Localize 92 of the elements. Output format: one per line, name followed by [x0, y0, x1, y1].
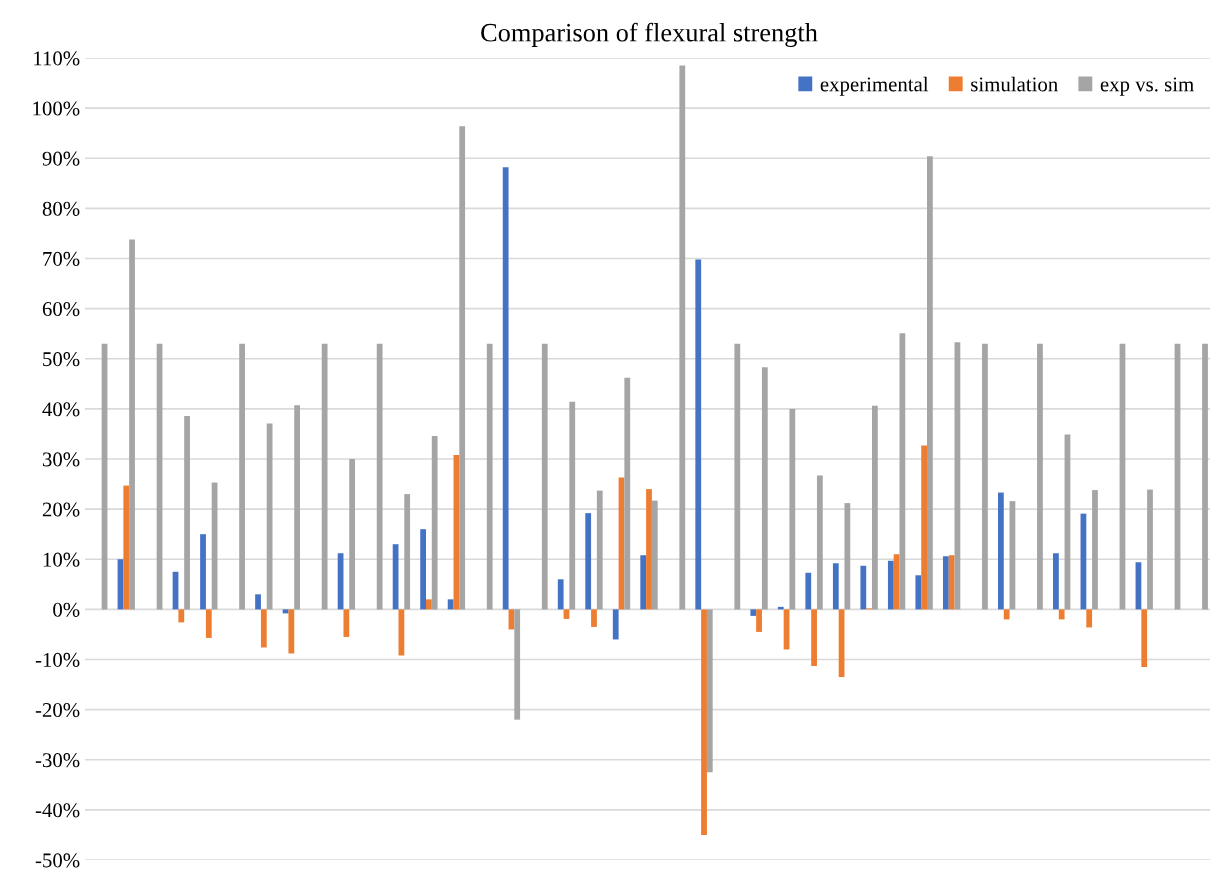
bar [915, 575, 922, 610]
bar [706, 609, 713, 773]
bar [1058, 609, 1065, 620]
chart-title: Comparison of flexural strength [481, 22, 818, 48]
bar [1086, 609, 1093, 628]
bar [997, 492, 1004, 610]
bar [1141, 609, 1148, 668]
bar [844, 503, 851, 610]
bar [887, 560, 894, 610]
bar [921, 445, 928, 610]
bar [811, 609, 817, 667]
bar [651, 500, 658, 610]
bar [701, 609, 707, 835]
bar [123, 485, 130, 610]
bar [129, 239, 135, 610]
y-tick-label: -50% [35, 853, 80, 868]
bar [205, 609, 212, 638]
legend-label: simulation [971, 76, 1058, 92]
bar [734, 343, 741, 610]
bar [255, 594, 261, 610]
y-tick-label: -20% [35, 703, 80, 718]
bar [646, 489, 652, 610]
bar [805, 572, 812, 610]
y-tick-label: 70% [43, 251, 80, 266]
bar [1053, 553, 1059, 610]
bar [288, 609, 295, 654]
bar [1092, 490, 1098, 610]
bar [557, 579, 564, 610]
bar [612, 609, 619, 640]
y-tick-label: 60% [42, 302, 80, 317]
bar [420, 529, 427, 610]
y-tick-label: 50% [43, 352, 80, 367]
bar [260, 609, 267, 648]
bar [982, 343, 988, 610]
bar [321, 343, 328, 610]
bar [459, 126, 466, 610]
bar [750, 609, 757, 616]
bar [514, 609, 521, 720]
y-tick-label: -40% [35, 803, 80, 818]
bar [640, 555, 647, 610]
bar [404, 494, 411, 610]
y-tick-label: 30% [42, 452, 80, 467]
bar [569, 401, 576, 610]
bar [899, 333, 906, 610]
y-tick-label: 10% [43, 552, 80, 567]
bar [860, 565, 867, 610]
bar [541, 343, 548, 610]
bar [294, 405, 301, 610]
bar [1202, 343, 1208, 610]
y-tick-label: 90% [42, 151, 80, 166]
bar [563, 609, 570, 619]
bar [596, 490, 603, 610]
legend-label: exp vs. sim [1100, 77, 1194, 96]
bar [871, 405, 878, 610]
bar [184, 415, 190, 610]
bar [695, 259, 702, 610]
bar [447, 599, 454, 610]
bar [1037, 343, 1043, 610]
y-tick-label: 110% [34, 51, 80, 66]
bar [591, 609, 597, 627]
bar [832, 563, 839, 610]
bar [502, 167, 509, 610]
y-tick-label: 0% [53, 602, 80, 617]
bar [376, 343, 383, 610]
bar [1003, 609, 1010, 620]
bar [343, 609, 350, 637]
y-tick-label: -10% [35, 652, 80, 667]
bar [431, 435, 438, 610]
bar [679, 65, 686, 610]
bar [948, 555, 955, 610]
bar [392, 544, 399, 610]
bar [756, 609, 762, 632]
bar [178, 609, 185, 623]
bar [624, 377, 631, 610]
bar [585, 513, 592, 610]
bar [789, 408, 796, 610]
bar [927, 156, 933, 610]
y-tick-label: -30% [35, 753, 80, 768]
bar [349, 459, 356, 610]
bar [426, 599, 432, 610]
bar [1147, 489, 1153, 610]
y-tick-label: 100% [33, 101, 80, 116]
bar [816, 475, 823, 610]
y-tick-label: 20% [42, 502, 80, 517]
y-tick-label: 80% [42, 201, 80, 216]
bar [761, 367, 768, 610]
bar [486, 343, 493, 610]
legend-label: experimental [820, 76, 929, 96]
bar [239, 343, 245, 610]
y-tick-label: 40% [42, 402, 80, 417]
bar [942, 556, 949, 610]
bar [200, 534, 206, 610]
